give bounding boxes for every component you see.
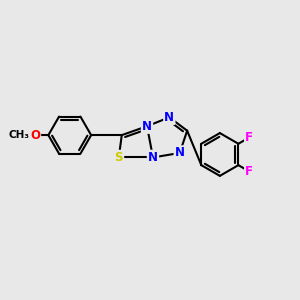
Text: F: F [245, 165, 253, 178]
Text: N: N [175, 146, 185, 160]
Text: S: S [115, 151, 123, 164]
Text: F: F [245, 131, 253, 144]
Text: CH₃: CH₃ [8, 130, 29, 140]
Text: N: N [142, 120, 152, 133]
Text: N: N [164, 111, 174, 124]
Text: N: N [148, 151, 158, 164]
Text: O: O [30, 129, 40, 142]
